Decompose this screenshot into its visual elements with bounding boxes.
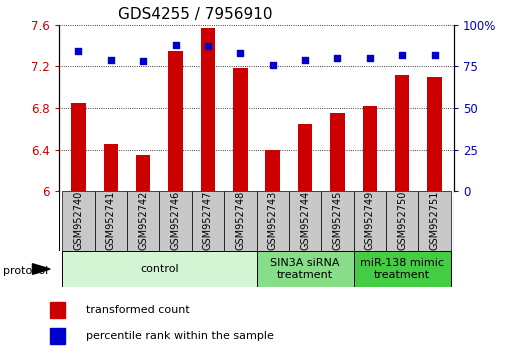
Text: GSM952747: GSM952747 xyxy=(203,190,213,250)
Point xyxy=(333,55,342,61)
Point xyxy=(139,58,147,64)
Bar xyxy=(353,251,451,287)
Bar xyxy=(94,191,127,251)
Text: GSM952745: GSM952745 xyxy=(332,190,343,250)
Bar xyxy=(395,75,409,191)
Bar xyxy=(233,68,248,191)
Text: miR-138 mimic
treatment: miR-138 mimic treatment xyxy=(360,258,444,280)
Bar xyxy=(160,191,192,251)
Text: GSM952748: GSM952748 xyxy=(235,190,245,250)
Point xyxy=(366,55,374,61)
Bar xyxy=(289,191,321,251)
Bar xyxy=(427,77,442,191)
Bar xyxy=(127,191,160,251)
Text: percentile rank within the sample: percentile rank within the sample xyxy=(86,331,273,341)
Text: transformed count: transformed count xyxy=(86,305,189,315)
Bar xyxy=(224,191,256,251)
Text: GSM952751: GSM952751 xyxy=(429,190,440,250)
Bar xyxy=(168,51,183,191)
Text: GSM952740: GSM952740 xyxy=(73,190,84,250)
Text: GSM952743: GSM952743 xyxy=(268,190,278,250)
Bar xyxy=(62,191,94,251)
Point xyxy=(204,44,212,49)
Text: GSM952749: GSM952749 xyxy=(365,190,375,250)
Bar xyxy=(201,28,215,191)
Bar xyxy=(50,302,65,318)
Text: GSM952742: GSM952742 xyxy=(138,190,148,250)
Bar xyxy=(136,155,150,191)
Bar xyxy=(192,191,224,251)
Bar xyxy=(256,251,353,287)
Point xyxy=(107,57,115,63)
Text: GSM952750: GSM952750 xyxy=(397,190,407,250)
Point xyxy=(236,50,244,56)
Point xyxy=(171,42,180,47)
Bar xyxy=(298,124,312,191)
Text: GSM952746: GSM952746 xyxy=(170,190,181,250)
Text: control: control xyxy=(140,264,179,274)
Bar xyxy=(419,191,451,251)
Text: GSM952741: GSM952741 xyxy=(106,190,116,250)
Bar xyxy=(62,251,256,287)
Point xyxy=(269,62,277,68)
Bar xyxy=(363,106,377,191)
Bar xyxy=(50,328,65,344)
Text: protocol: protocol xyxy=(3,266,48,276)
Bar xyxy=(321,191,353,251)
Bar xyxy=(330,113,345,191)
Text: SIN3A siRNA
treatment: SIN3A siRNA treatment xyxy=(270,258,340,280)
Bar xyxy=(71,103,86,191)
Polygon shape xyxy=(32,264,50,274)
Bar xyxy=(265,150,280,191)
Text: GSM952744: GSM952744 xyxy=(300,190,310,250)
Text: GDS4255 / 7956910: GDS4255 / 7956910 xyxy=(118,7,273,22)
Point xyxy=(430,52,439,58)
Point xyxy=(301,57,309,63)
Bar xyxy=(386,191,419,251)
Bar xyxy=(104,144,118,191)
Bar xyxy=(256,191,289,251)
Bar xyxy=(353,191,386,251)
Point xyxy=(74,48,83,54)
Point xyxy=(398,52,406,58)
